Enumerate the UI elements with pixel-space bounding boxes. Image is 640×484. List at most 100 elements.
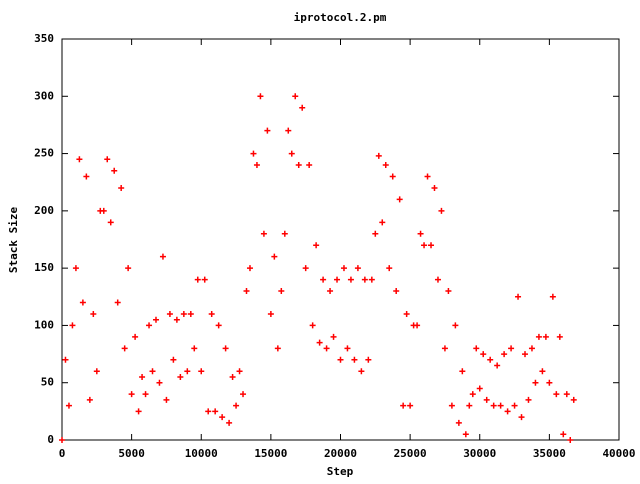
point	[156, 379, 163, 386]
point	[142, 391, 149, 398]
point	[281, 230, 288, 237]
point	[79, 299, 86, 306]
point	[114, 299, 121, 306]
point	[344, 345, 351, 352]
point	[76, 156, 83, 163]
point	[337, 356, 344, 363]
point	[292, 93, 299, 100]
y-tick-label: 0	[47, 433, 54, 446]
x-tick-label: 30000	[463, 447, 496, 460]
point	[431, 184, 438, 191]
point	[386, 265, 393, 272]
point	[375, 152, 382, 159]
point	[522, 351, 529, 358]
point	[135, 408, 142, 415]
point	[139, 373, 146, 380]
plot-border	[61, 38, 620, 441]
point	[466, 402, 473, 409]
x-tick-label: 20000	[324, 447, 357, 460]
point	[556, 333, 563, 340]
point	[330, 333, 337, 340]
point	[177, 373, 184, 380]
point	[553, 391, 560, 398]
point	[159, 253, 166, 260]
point	[368, 276, 375, 283]
point	[83, 173, 90, 180]
x-tick-label: 35000	[533, 447, 566, 460]
chart-title: iprotocol.2.pm	[294, 11, 387, 24]
point	[424, 173, 431, 180]
y-tick-label: 100	[34, 318, 54, 331]
y-tick-label: 150	[34, 261, 54, 274]
y-tick-label: 250	[34, 147, 54, 160]
point	[205, 408, 212, 415]
point	[194, 276, 201, 283]
point	[149, 368, 156, 375]
point	[532, 379, 539, 386]
point	[334, 276, 341, 283]
point	[264, 127, 271, 134]
point	[90, 310, 97, 317]
point	[570, 396, 577, 403]
point	[504, 408, 511, 415]
point	[215, 322, 222, 329]
x-tick-label: 40000	[602, 447, 635, 460]
point	[146, 322, 153, 329]
point	[302, 265, 309, 272]
point	[69, 322, 76, 329]
y-tick-label: 200	[34, 204, 54, 217]
point	[483, 396, 490, 403]
point	[546, 379, 553, 386]
point	[567, 437, 574, 443]
point	[407, 402, 414, 409]
point	[233, 402, 240, 409]
point	[421, 242, 428, 249]
point	[535, 333, 542, 340]
point	[459, 368, 466, 375]
point	[542, 333, 549, 340]
point	[236, 368, 243, 375]
point	[219, 414, 226, 421]
point	[104, 156, 111, 163]
point	[152, 316, 159, 323]
point	[121, 345, 128, 352]
point	[480, 351, 487, 358]
point	[490, 402, 497, 409]
point	[163, 396, 170, 403]
point	[428, 242, 435, 249]
point	[354, 265, 361, 272]
x-axis-label: Step	[327, 465, 354, 478]
x-tick-label: 5000	[118, 447, 145, 460]
x-tick-label: 25000	[394, 447, 427, 460]
point	[508, 345, 515, 352]
point	[180, 310, 187, 317]
x-tick-label: 15000	[254, 447, 287, 460]
point	[441, 345, 448, 352]
point	[389, 173, 396, 180]
point	[400, 402, 407, 409]
point	[539, 368, 546, 375]
point	[59, 437, 65, 443]
point	[118, 184, 125, 191]
point	[208, 310, 215, 317]
point	[361, 276, 368, 283]
point	[100, 207, 107, 214]
point	[518, 414, 525, 421]
point	[563, 391, 570, 398]
point	[327, 288, 334, 295]
point	[549, 293, 556, 300]
point	[358, 368, 365, 375]
point	[351, 356, 358, 363]
point	[267, 310, 274, 317]
point	[128, 391, 135, 398]
point	[560, 431, 567, 438]
point	[372, 230, 379, 237]
point	[240, 391, 247, 398]
point	[72, 265, 79, 272]
point	[438, 207, 445, 214]
point	[86, 396, 93, 403]
point	[487, 356, 494, 363]
point	[323, 345, 330, 352]
point	[365, 356, 372, 363]
point	[476, 385, 483, 392]
